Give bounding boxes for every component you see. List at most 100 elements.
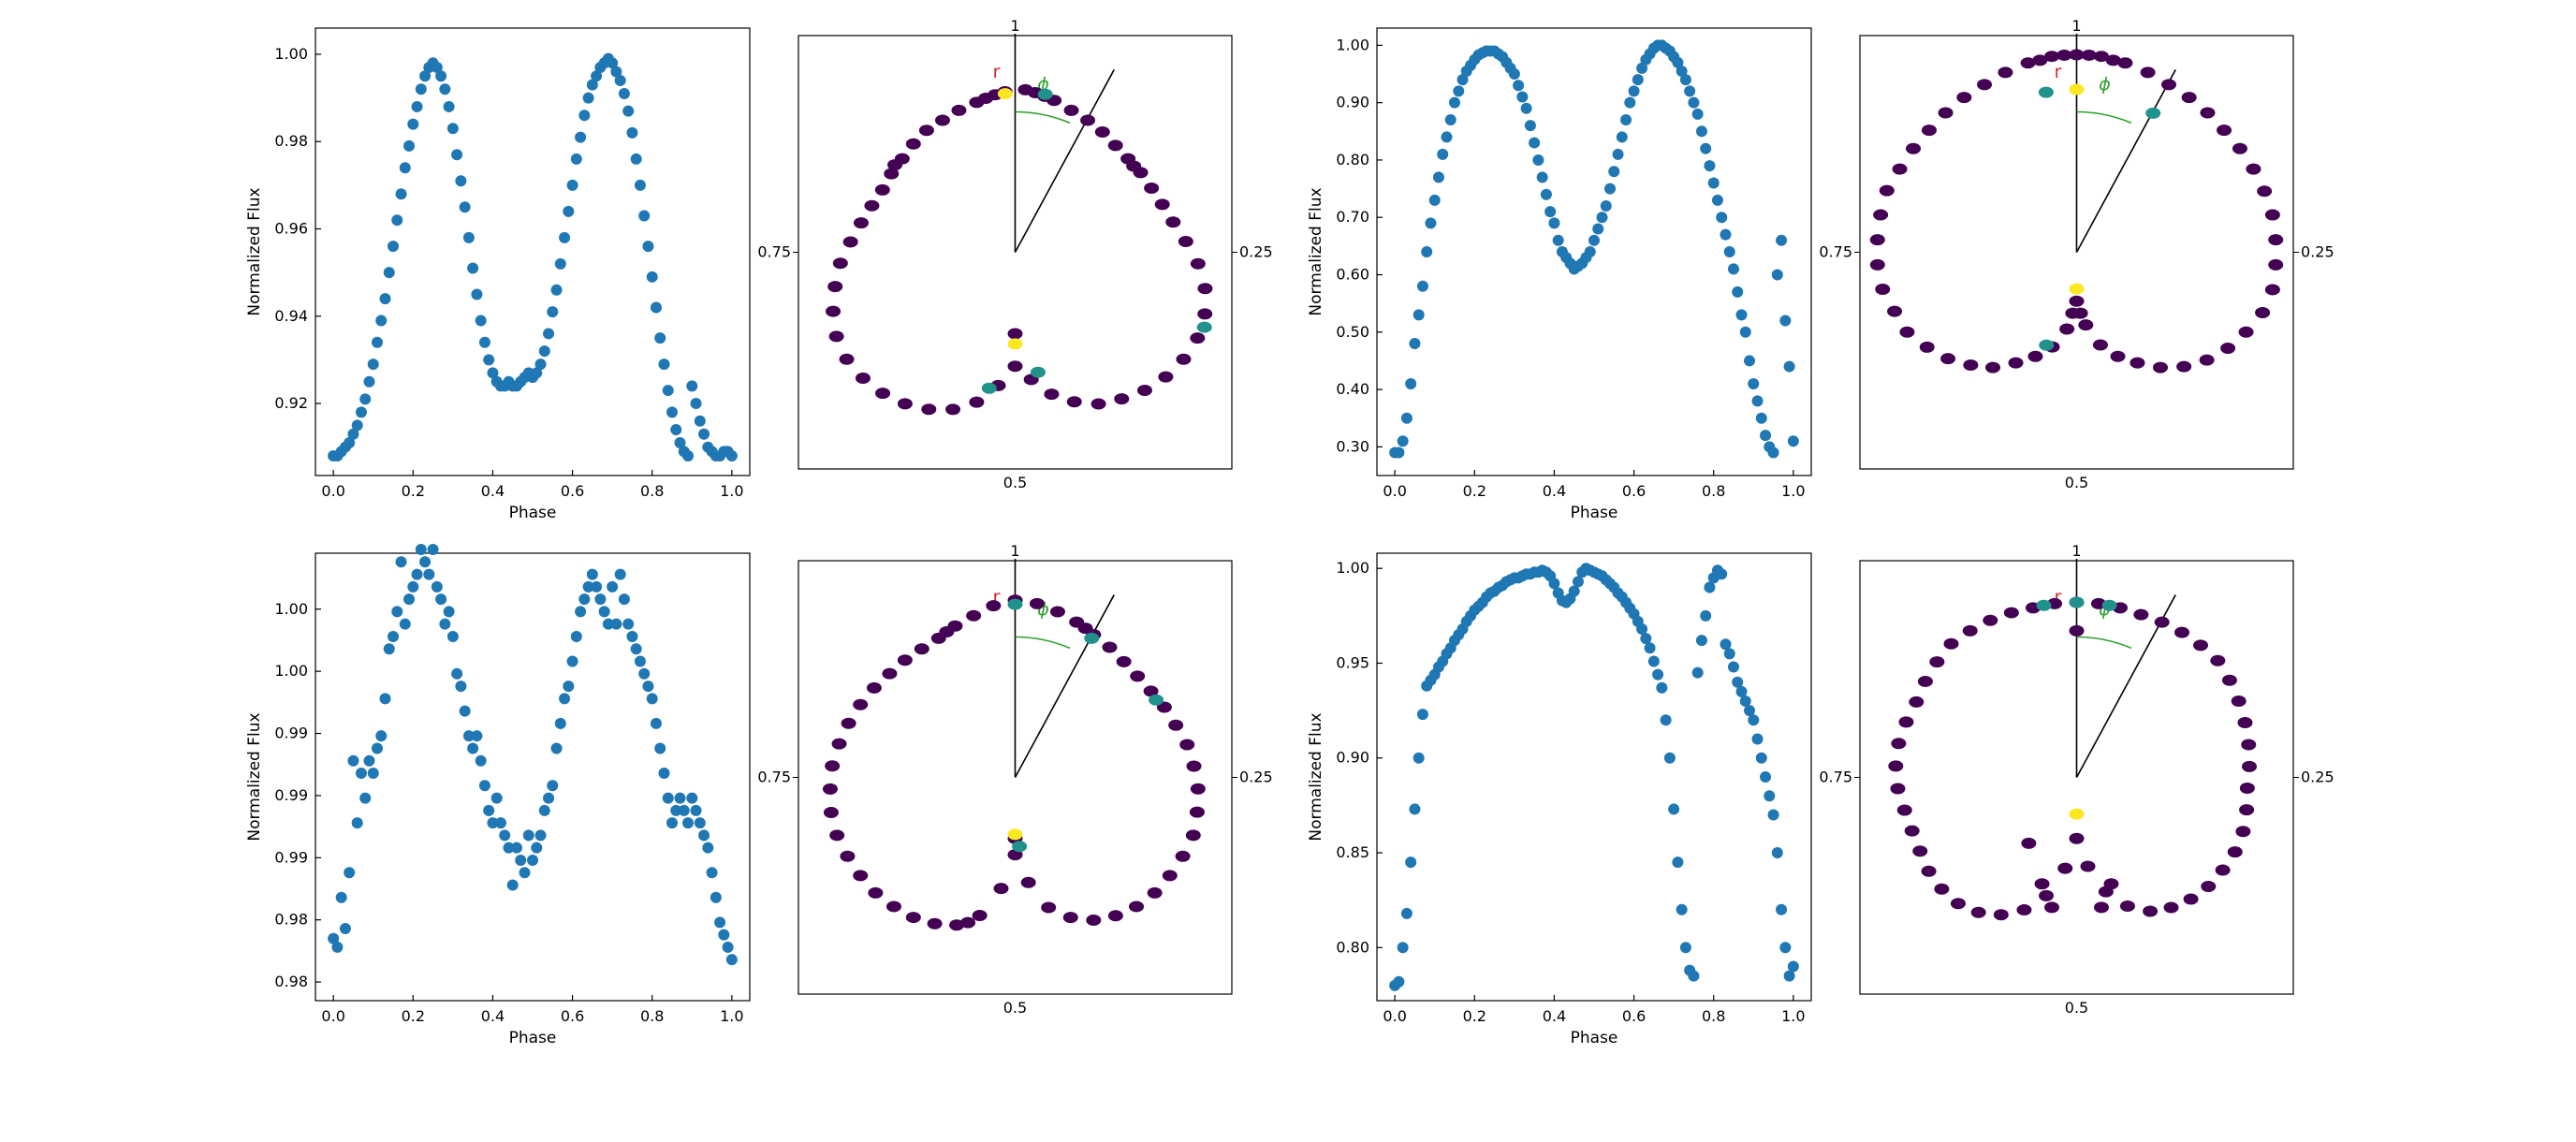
data-point [391,214,403,227]
data-point [1628,85,1640,97]
ring-point [1869,258,1885,271]
ring-point [1887,305,1903,317]
data-point [654,742,666,754]
data-point [379,293,391,305]
data-point [1584,246,1596,257]
ring-point [1912,845,1928,857]
data-point [634,655,646,667]
ring-point [905,912,921,924]
panel-bottom-right: 0.0 0.2 0.4 0.6 0.8 1.0 0.80 0.85 0.90 0.95 1.00 Ph… [1307,542,2334,1047]
phi-arc [1015,636,1071,650]
data-point [1393,975,1405,988]
ring-point [1921,865,1937,877]
data-point [427,544,439,556]
plot-frame [1376,552,1812,1002]
x-axis-label: Phase [1571,1029,1618,1047]
ring-point [1983,614,1998,626]
data-point [1596,212,1608,224]
ring-point [1888,760,1904,772]
ring-point [2154,616,2170,628]
data-point [455,175,467,187]
ring-highlight-point [1030,366,1046,378]
x-tick-label: 0.4 [481,1007,505,1025]
ring-point [2235,826,2251,838]
data-point [1760,430,1772,442]
ring-point [1102,641,1118,653]
data-point [391,606,403,618]
ring-point [1130,670,1146,682]
data-point [515,854,527,866]
ring-point [2221,674,2237,686]
ring-point [853,870,869,882]
phi-arc [2076,110,2132,124]
ring-point [1086,914,1102,926]
data-point [1529,137,1541,149]
ring-point [1977,79,1993,91]
ring-point [1063,104,1079,116]
ring-point [1062,912,1078,924]
data-point [1668,803,1680,815]
data-point [490,792,503,804]
data-point [1735,685,1748,697]
ring-point [826,305,842,317]
data-point [1739,695,1751,707]
data-point [1412,309,1425,321]
ring-point [2027,350,2043,362]
data-point [642,681,654,693]
ring-point [2081,49,2097,61]
ring-point [1993,909,2009,921]
data-point [467,262,479,274]
ring-point [1090,398,1106,410]
data-point [1568,585,1580,597]
ring-point [829,829,845,842]
ring-point [2238,326,2254,338]
ring-point [1044,388,1060,401]
data-point [694,817,706,829]
data-point [446,123,459,135]
ring-point [986,600,1002,612]
x-axis-label: Phase [1571,504,1618,522]
ring-point [1185,829,1201,842]
ring-point [2119,900,2135,913]
ring-point [1921,124,1937,137]
ring-point [2059,323,2075,335]
ring-point [2264,209,2280,221]
ring-point [887,159,903,171]
data-point [1640,633,1652,645]
data-point [1552,234,1564,246]
ring-point [2199,354,2215,366]
data-point [714,916,726,929]
data-point [698,428,710,440]
ring-point [2003,607,2019,619]
y-tick-label: 1.00 [1336,559,1369,577]
data-point [439,618,451,630]
data-point [559,231,571,243]
data-point [531,842,543,854]
ring-point [1175,850,1191,862]
ring-point [853,217,869,229]
data-point [1405,377,1417,389]
y-tick-label: 0.85 [1336,843,1369,861]
data-point [682,450,695,462]
ring-point [2093,901,2109,914]
data-point [575,131,587,143]
data-point [1428,194,1441,206]
data-point [1688,970,1700,982]
ring-point [2217,124,2232,137]
ring-point [2143,905,2159,917]
ring-point [2069,295,2085,307]
ring-point [2227,846,2243,858]
data-point [642,241,654,253]
angle-label-right: 0.25 [1239,769,1273,786]
ring-point [2268,234,2284,246]
ring-point [969,396,985,408]
data-point [1520,102,1532,114]
x-tick-label: 0.6 [1622,1007,1646,1025]
ring-point [1136,384,1152,396]
ring-point [2117,57,2133,69]
data-point [1779,942,1792,954]
angle-label-top: 1 [2071,542,2081,560]
data-point [1688,96,1700,109]
data-point [1548,217,1560,229]
data-point [443,606,455,618]
